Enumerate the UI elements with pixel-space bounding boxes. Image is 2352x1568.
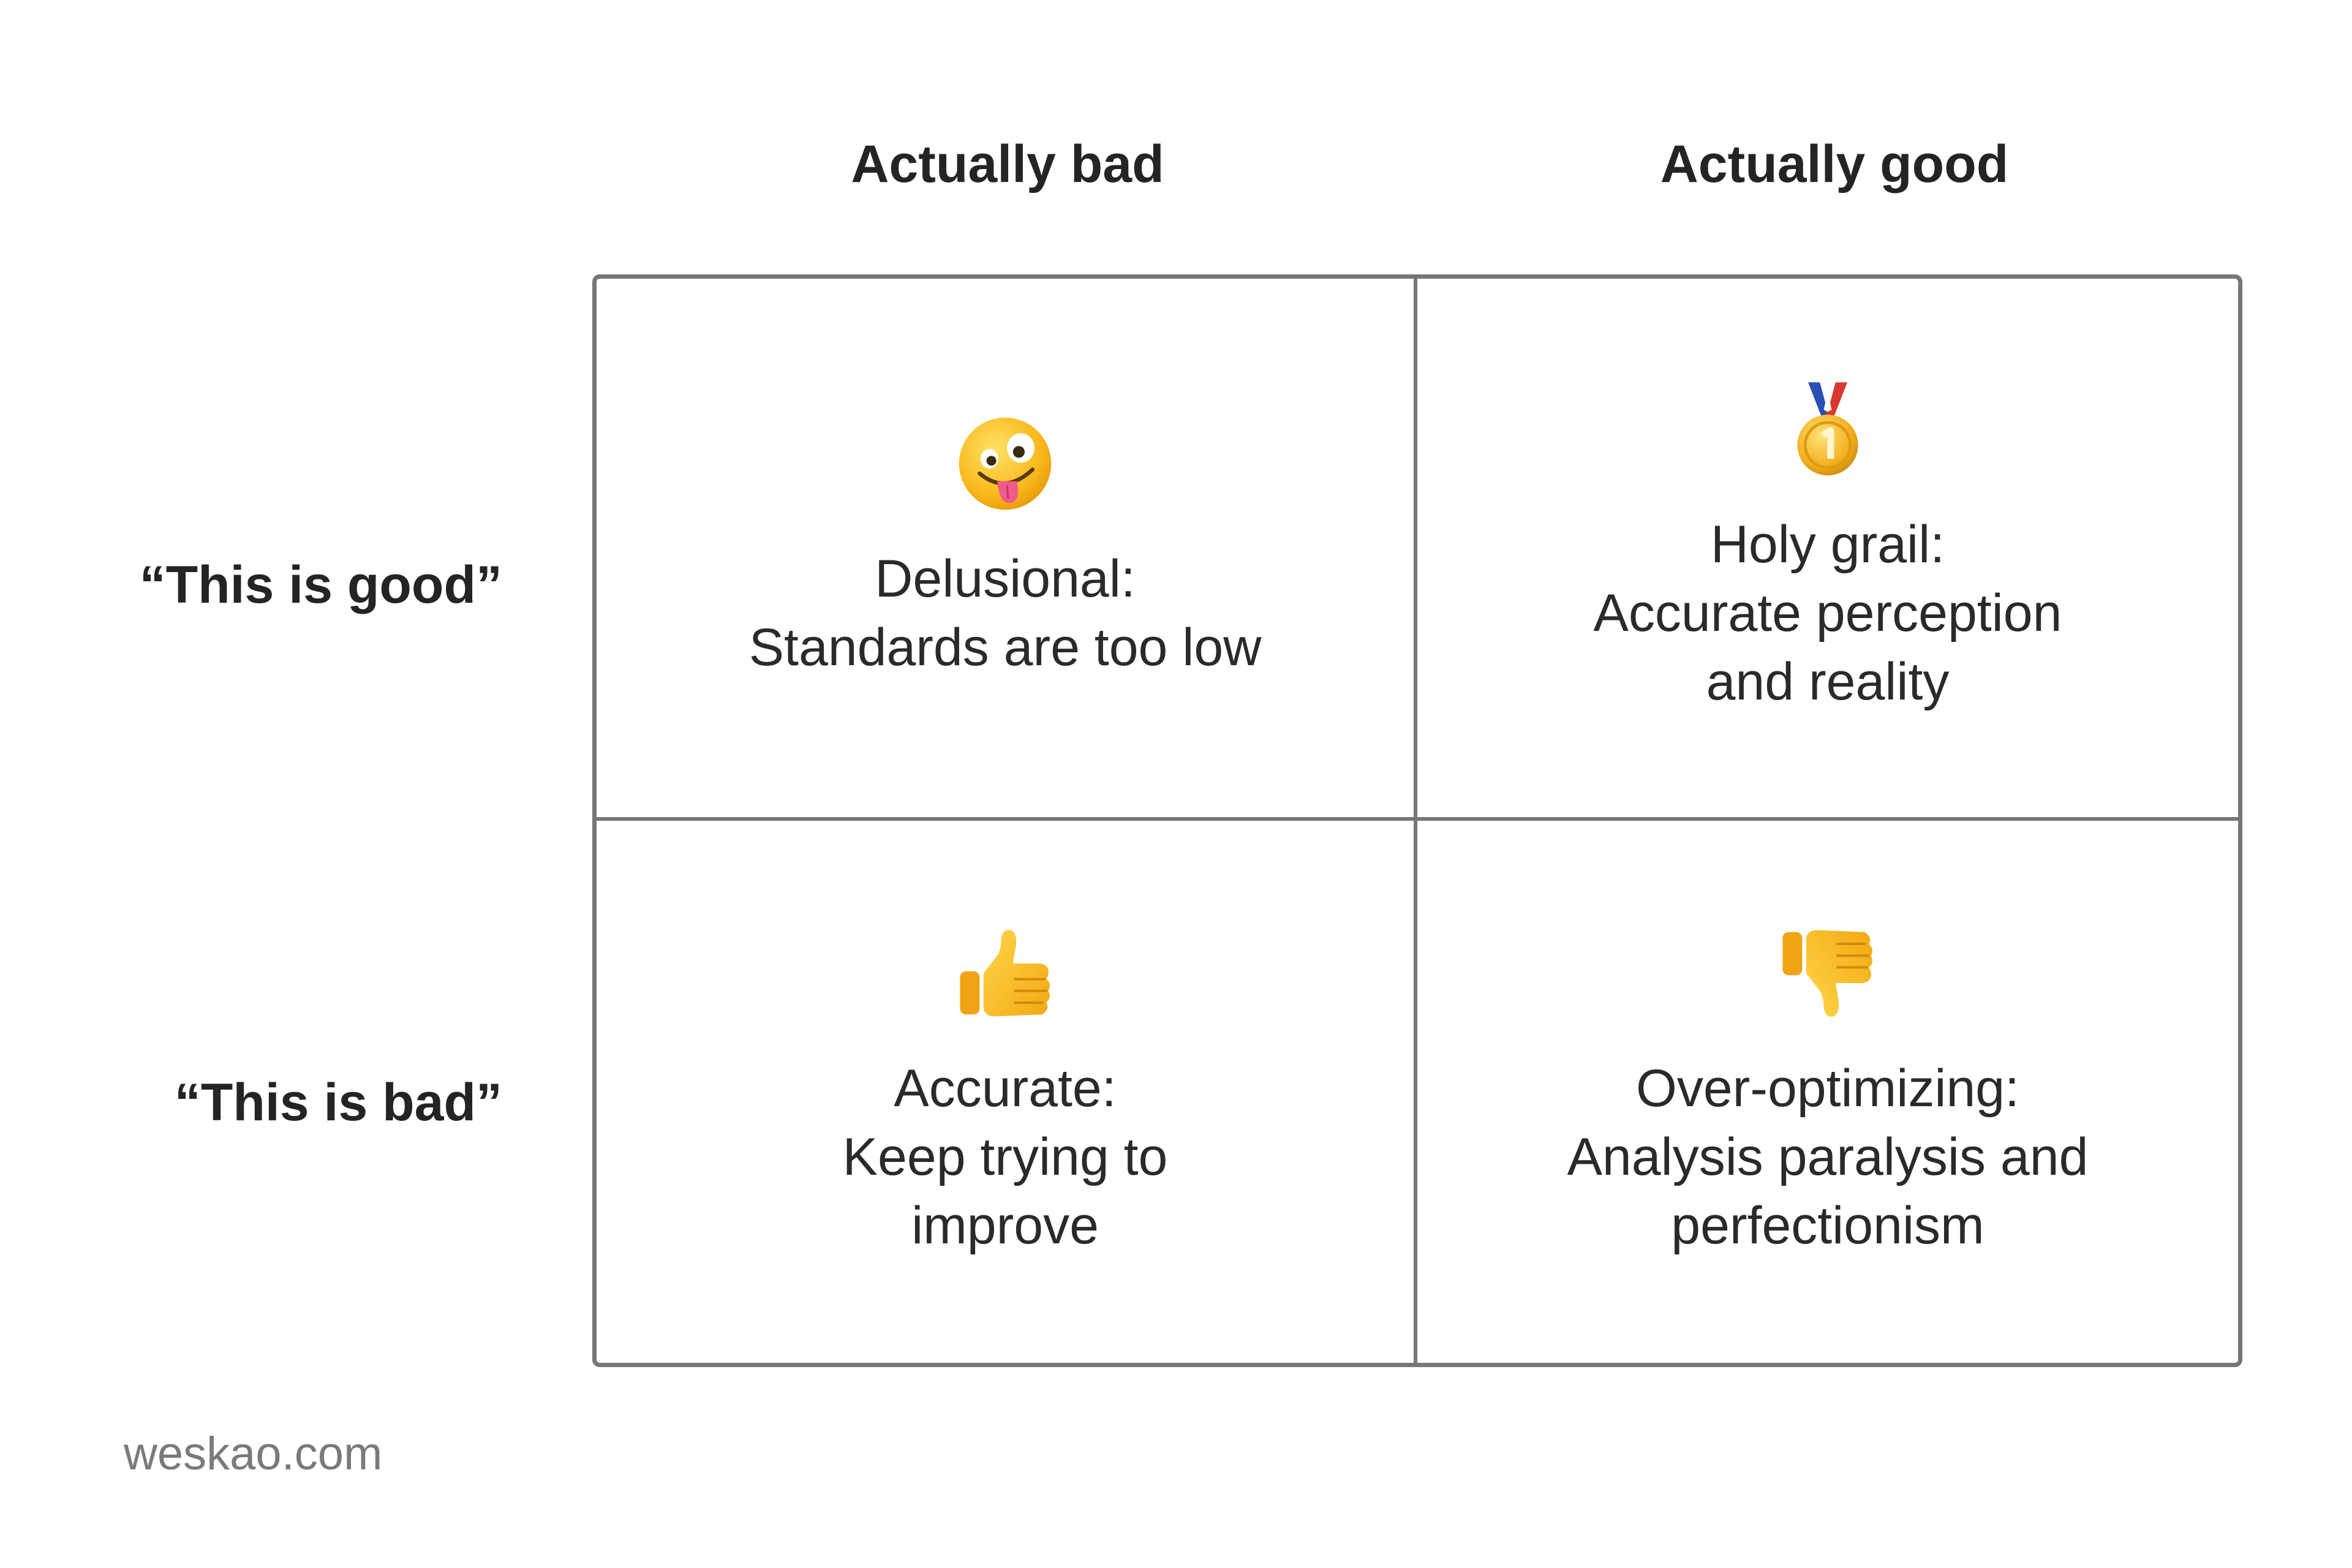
quadrant-text: Holy grail: Accurate perception and real… — [1594, 510, 2062, 716]
thumbs-down-icon — [1779, 924, 1877, 1022]
quadrant-holy-grail: Holy grail: Accurate perception and real… — [1417, 279, 2238, 821]
column-header-actually-bad: Actually bad — [851, 135, 1164, 194]
column-header-actually-good: Actually good — [1660, 135, 2009, 194]
quadrant-delusional: Delusional: Standards are too low — [597, 279, 1417, 821]
first-place-medal-icon — [1779, 380, 1877, 478]
quadrant-title: Accurate: — [894, 1058, 1117, 1118]
quadrant-title: Holy grail: — [1710, 514, 1945, 574]
quadrant-line: Keep trying to — [842, 1127, 1168, 1186]
quadrant-line: improve — [911, 1196, 1099, 1255]
quadrant-line: perfectionism — [1671, 1196, 1985, 1255]
quadrant-line: Analysis paralysis and — [1567, 1127, 2089, 1186]
row-header-this-is-good: “This is good” — [139, 556, 502, 614]
quadrant-text: Over-optimizing: Analysis paralysis and … — [1567, 1054, 2089, 1260]
row-header-this-is-bad: “This is bad” — [174, 1073, 502, 1132]
quadrant-title: Delusional: — [875, 549, 1136, 608]
zany-face-icon — [956, 415, 1054, 513]
thumbs-up-icon — [956, 924, 1054, 1022]
quadrant-text: Accurate: Keep trying to improve — [843, 1054, 1168, 1260]
quadrant-accurate: Accurate: Keep trying to improve — [597, 821, 1417, 1363]
quadrant-line: and reality — [1706, 652, 1950, 711]
quadrant-title: Over-optimizing: — [1635, 1058, 2020, 1118]
quadrant-grid: Delusional: Standards are too low — [592, 274, 2242, 1367]
quadrant-line: Accurate perception — [1593, 583, 2062, 643]
footer-site-name: weskao.com — [124, 1428, 383, 1480]
quadrant-line: Standards are too low — [748, 617, 1262, 677]
quadrant-text: Delusional: Standards are too low — [749, 545, 1262, 682]
quadrant-over-optimizing: Over-optimizing: Analysis paralysis and … — [1417, 821, 2238, 1363]
